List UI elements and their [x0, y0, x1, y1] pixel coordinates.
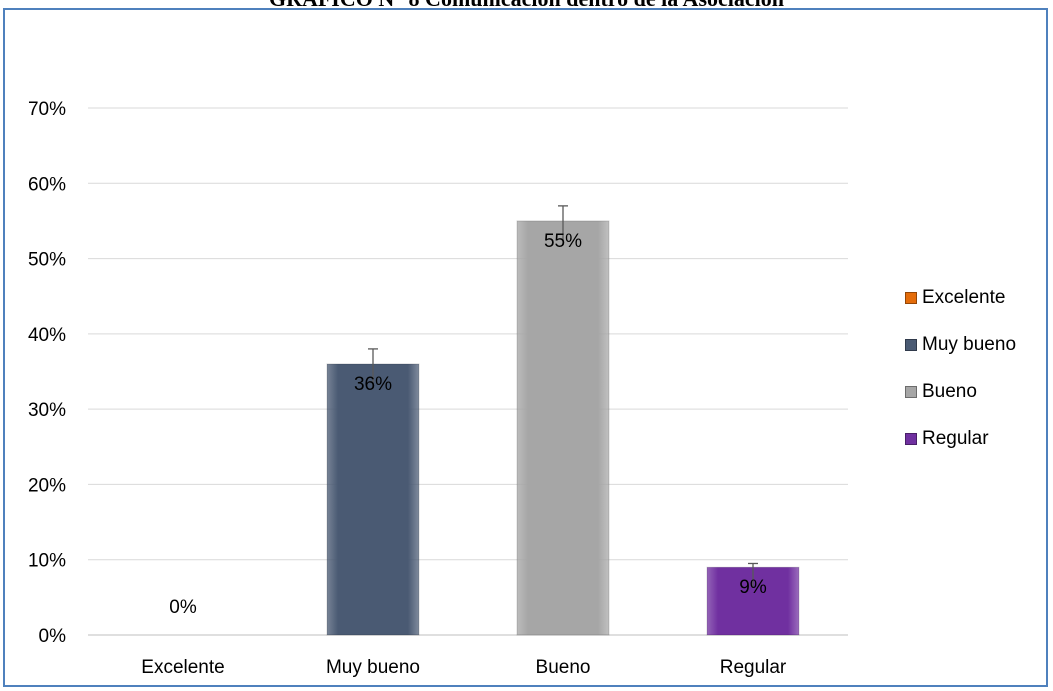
- x-tick-label: Muy bueno: [326, 657, 420, 678]
- legend-swatch: [905, 432, 917, 445]
- legend-swatch: [905, 338, 917, 351]
- legend-label: Regular: [922, 427, 989, 449]
- y-tick-label: 0%: [39, 626, 67, 647]
- chart-title: GRAFICO N° 8 Comunicación dentro de la A…: [0, 0, 1053, 12]
- data-label: 9%: [739, 577, 767, 598]
- legend-item: Regular: [905, 415, 1016, 462]
- y-tick-label: 50%: [28, 250, 66, 271]
- x-tick-label: Regular: [720, 657, 787, 678]
- y-tick-label: 30%: [28, 400, 66, 421]
- legend-item: Excelente: [905, 274, 1016, 321]
- legend-label: Bueno: [922, 380, 977, 402]
- y-tick-label: 20%: [28, 475, 66, 496]
- data-label: 55%: [544, 231, 582, 252]
- y-tick-label: 40%: [28, 325, 66, 346]
- legend-item: Muy bueno: [905, 321, 1016, 368]
- legend-swatch: [905, 385, 917, 398]
- y-tick-label: 60%: [28, 174, 66, 195]
- bar-muy-bueno: [326, 363, 420, 636]
- chart-legend: Excelente Muy bueno Bueno Regular: [905, 274, 1016, 462]
- data-label: 36%: [354, 374, 392, 395]
- x-tick-label: Excelente: [141, 657, 224, 678]
- y-tick-label: 70%: [28, 99, 66, 120]
- legend-label: Muy bueno: [922, 333, 1017, 355]
- bar-bueno: [516, 220, 610, 636]
- legend-swatch: [905, 291, 917, 304]
- data-label: 0%: [169, 597, 197, 618]
- y-tick-label: 10%: [28, 551, 66, 572]
- legend-item: Bueno: [905, 368, 1016, 415]
- legend-label: Excelente: [922, 286, 1006, 308]
- x-tick-label: Bueno: [536, 657, 591, 678]
